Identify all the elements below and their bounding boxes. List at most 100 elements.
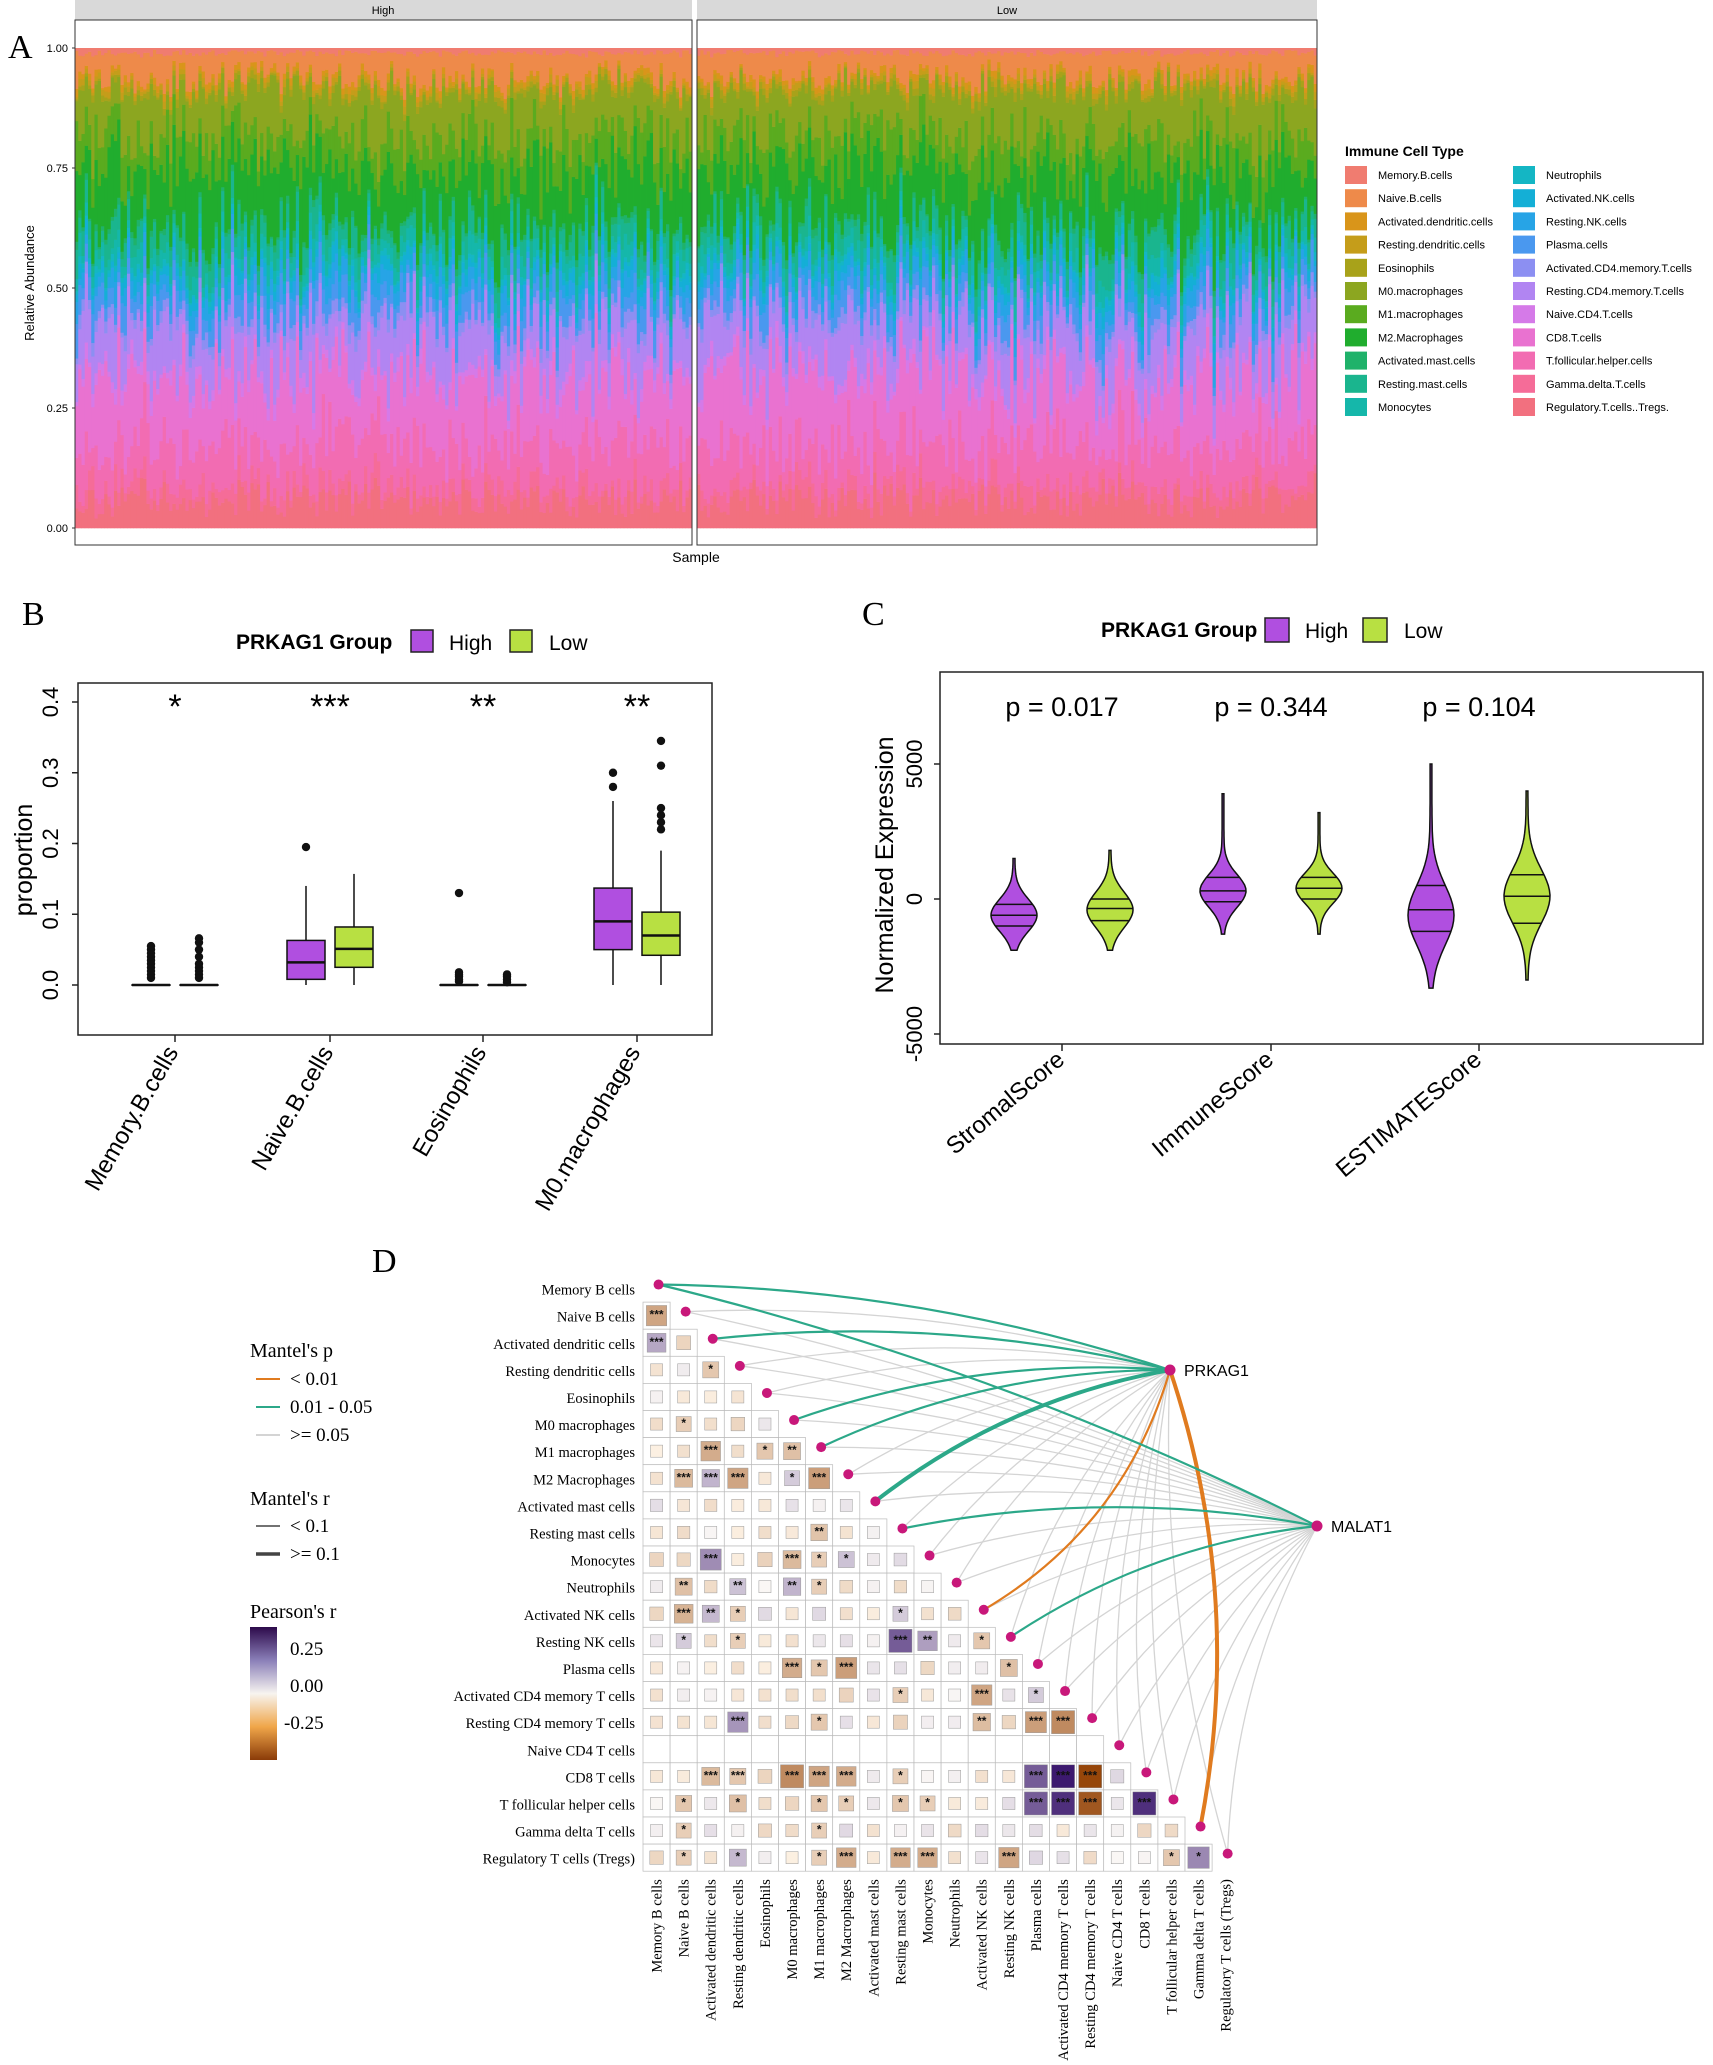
- bar-segment: [224, 284, 229, 302]
- bar-segment: [532, 356, 537, 368]
- bar-segment: [685, 497, 690, 529]
- bar-segment: [794, 185, 799, 243]
- bar-segment: [581, 230, 586, 236]
- bar-segment: [149, 338, 154, 346]
- bar-segment: [341, 329, 345, 425]
- bar-segment: [240, 481, 245, 488]
- bar-segment: [464, 50, 469, 82]
- bar-segment: [565, 339, 569, 372]
- bar-segment: [588, 89, 592, 143]
- bar-segment: [448, 92, 453, 124]
- bar-segment: [736, 218, 740, 224]
- bar-segment: [578, 284, 582, 294]
- bar-segment: [807, 235, 812, 244]
- bar-segment: [461, 479, 466, 529]
- bar-segment: [178, 240, 183, 267]
- bar-segment: [804, 284, 809, 319]
- bar-segment: [588, 142, 592, 167]
- bar-segment: [630, 292, 634, 312]
- bar-segment: [713, 300, 717, 316]
- bar-segment: [360, 160, 365, 235]
- bar-segment: [133, 157, 138, 172]
- bar-segment: [584, 288, 589, 295]
- bar-segment: [338, 281, 342, 300]
- bar-segment: [237, 285, 242, 296]
- bar-segment: [312, 334, 316, 414]
- bar-segment: [700, 231, 704, 245]
- bar-segment: [516, 466, 521, 490]
- bar-segment: [519, 351, 524, 364]
- bar-segment: [578, 444, 582, 471]
- bar-segment: [552, 308, 557, 338]
- bar-segment: [656, 447, 660, 507]
- bar-segment: [726, 320, 731, 330]
- bar-segment: [289, 327, 293, 340]
- bar-segment: [441, 307, 446, 327]
- bar-segment: [503, 496, 508, 507]
- bar-segment: [623, 270, 628, 297]
- bar-segment: [536, 425, 540, 468]
- bar-segment: [804, 236, 809, 252]
- bar-segment: [389, 63, 394, 68]
- bar-segment: [428, 283, 433, 298]
- bar-segment: [503, 98, 508, 104]
- bar-segment: [801, 80, 806, 84]
- bar-segment: [136, 312, 141, 367]
- bar-segment: [549, 48, 553, 54]
- bar-segment: [601, 453, 605, 491]
- bar-segment: [451, 196, 456, 201]
- bar-segment: [422, 230, 427, 236]
- bar-segment: [276, 301, 280, 324]
- bar-segment: [636, 322, 641, 345]
- bar-segment: [91, 447, 95, 467]
- bar-segment: [120, 201, 125, 252]
- bar-segment: [778, 307, 783, 347]
- bar-segment: [804, 130, 809, 159]
- bar-segment: [662, 322, 667, 384]
- bar-segment: [406, 115, 410, 163]
- bar-segment: [415, 320, 420, 346]
- bar-segment: [351, 52, 355, 83]
- bar-segment: [516, 128, 521, 169]
- bar-segment: [762, 296, 766, 305]
- bar-segment: [736, 435, 740, 473]
- bar-segment: [451, 222, 456, 236]
- bar-segment: [656, 233, 660, 242]
- bar-segment: [759, 277, 763, 291]
- bar-segment: [513, 86, 518, 93]
- bar-segment: [402, 272, 407, 293]
- bar-segment: [646, 355, 651, 370]
- bar-segment: [588, 309, 592, 321]
- bar-segment: [78, 284, 82, 315]
- bar-segment: [162, 372, 167, 417]
- bar-segment: [172, 70, 177, 76]
- bar-segment: [656, 299, 660, 318]
- bar-segment: [682, 461, 686, 507]
- bar-segment: [133, 295, 138, 303]
- bar-segment: [130, 353, 134, 447]
- bar-segment: [273, 332, 277, 343]
- bar-segment: [614, 346, 618, 357]
- bar-segment: [139, 218, 144, 222]
- bar-segment: [458, 156, 462, 181]
- bar-segment: [412, 227, 417, 241]
- bar-segment: [208, 189, 212, 265]
- bar-segment: [719, 89, 724, 99]
- bar-segment: [703, 233, 708, 255]
- bar-segment: [299, 274, 303, 282]
- bar-segment: [422, 213, 427, 232]
- bar-segment: [139, 86, 144, 92]
- bar-segment: [451, 264, 456, 284]
- bar-segment: [781, 118, 786, 150]
- bar-segment: [279, 93, 284, 102]
- bar-segment: [305, 386, 310, 394]
- bar-segment: [396, 305, 401, 313]
- bar-segment: [367, 331, 371, 435]
- bar-segment: [768, 225, 773, 234]
- bar-segment: [240, 259, 245, 272]
- bar-segment: [357, 279, 362, 303]
- bar-segment: [435, 52, 440, 88]
- bar-segment: [247, 492, 251, 511]
- bar-segment: [601, 367, 605, 454]
- bar-segment: [419, 95, 423, 102]
